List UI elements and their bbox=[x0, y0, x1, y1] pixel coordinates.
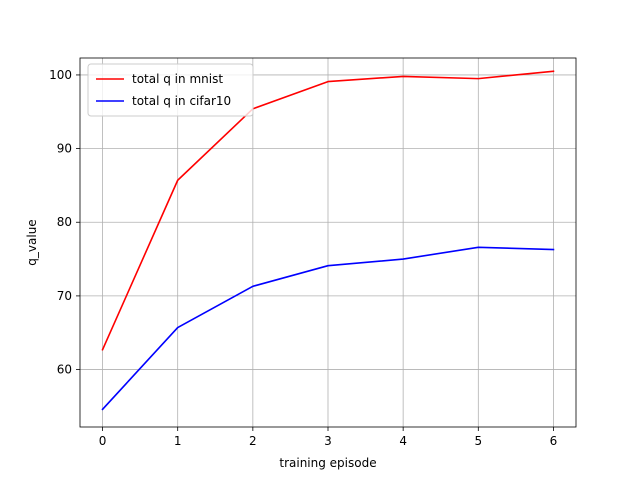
x-tick-label-2: 2 bbox=[249, 434, 257, 448]
x-tick-label-6: 6 bbox=[550, 434, 558, 448]
series-line-1 bbox=[101, 246, 555, 411]
y-tick-label-1: 70 bbox=[57, 289, 72, 303]
legend: total q in mnist total q in cifar10 bbox=[87, 63, 254, 117]
x-axis-label: training episode bbox=[279, 456, 376, 470]
series-line-0 bbox=[101, 70, 555, 351]
series-lines bbox=[101, 70, 555, 411]
legend-label-1: total q in cifar10 bbox=[132, 94, 231, 108]
x-tick-label-1: 1 bbox=[174, 434, 182, 448]
x-tick-label-4: 4 bbox=[399, 434, 407, 448]
x-tick-label-3: 3 bbox=[324, 434, 332, 448]
y-tick-label-3: 90 bbox=[57, 142, 72, 156]
legend-box bbox=[87, 63, 254, 117]
x-tick-label-0: 0 bbox=[99, 434, 107, 448]
y-tick-label-0: 60 bbox=[57, 363, 72, 377]
legend-label-0: total q in mnist bbox=[132, 72, 223, 86]
y-tick-label-2: 80 bbox=[57, 215, 72, 229]
x-tick-label-5: 5 bbox=[474, 434, 482, 448]
x-axis-ticks: 0 1 2 3 4 5 6 bbox=[99, 427, 558, 448]
y-tick-label-4: 100 bbox=[49, 68, 72, 82]
y-axis-label: q_value bbox=[25, 219, 39, 265]
y-axis-ticks: 60 70 80 90 100 bbox=[49, 68, 80, 377]
